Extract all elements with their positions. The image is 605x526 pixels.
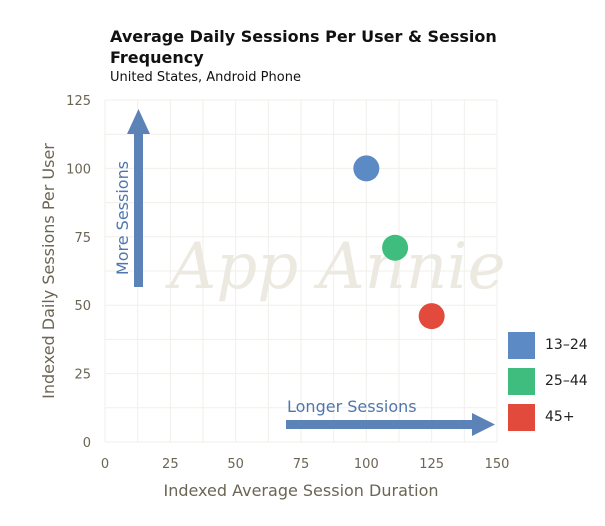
data-point-45+ [418,303,445,330]
legend-label: 25–44 [545,373,588,389]
y-tick-label: 125 [66,94,91,109]
longer-sessions-label: Longer Sessions [287,397,417,416]
y-tick-label: 75 [74,231,91,246]
data-points [353,155,445,330]
annotation-arrows [127,109,495,436]
right-arrow-shaft [286,420,474,429]
legend-label: 13–24 [545,337,588,353]
legend-swatch [508,367,535,395]
legend: 13–24 25–44 45+ [508,331,588,439]
y-tick-label: 0 [83,436,91,451]
x-tick-label: 25 [162,457,179,472]
x-tick-label: 50 [227,457,244,472]
data-point-13–24 [353,155,380,182]
legend-item: 13–24 [508,331,588,359]
right-arrow-head [472,413,495,436]
x-tick-label: 125 [419,457,444,472]
chart-subtitle: United States, Android Phone [110,70,301,85]
y-axis-label: Indexed Daily Sessions Per User [39,143,58,399]
up-arrow-shaft [134,130,143,287]
legend-item: 25–44 [508,367,588,395]
y-tick-label: 50 [74,299,91,314]
axes: 0 25 50 75 100 125 150 0 25 50 75 100 125 [66,94,509,472]
x-tick-label: 150 [485,457,510,472]
legend-item: 45+ [508,403,588,431]
legend-swatch [508,331,535,359]
x-tick-label: 75 [293,457,310,472]
watermark-text: App Annie [165,230,506,304]
legend-label: 45+ [545,409,575,425]
legend-swatch [508,403,535,431]
data-point-25–44 [382,234,409,261]
up-arrow-head [127,109,150,134]
y-tick-label: 100 [66,162,91,177]
y-tick-label: 25 [74,368,91,383]
more-sessions-label: More Sessions [113,161,132,275]
x-tick-label: 100 [354,457,379,472]
chart-title: Average Daily Sessions Per User & Sessio… [110,27,497,67]
x-axis-label: Indexed Average Session Duration [163,481,438,500]
x-tick-label: 0 [101,457,109,472]
